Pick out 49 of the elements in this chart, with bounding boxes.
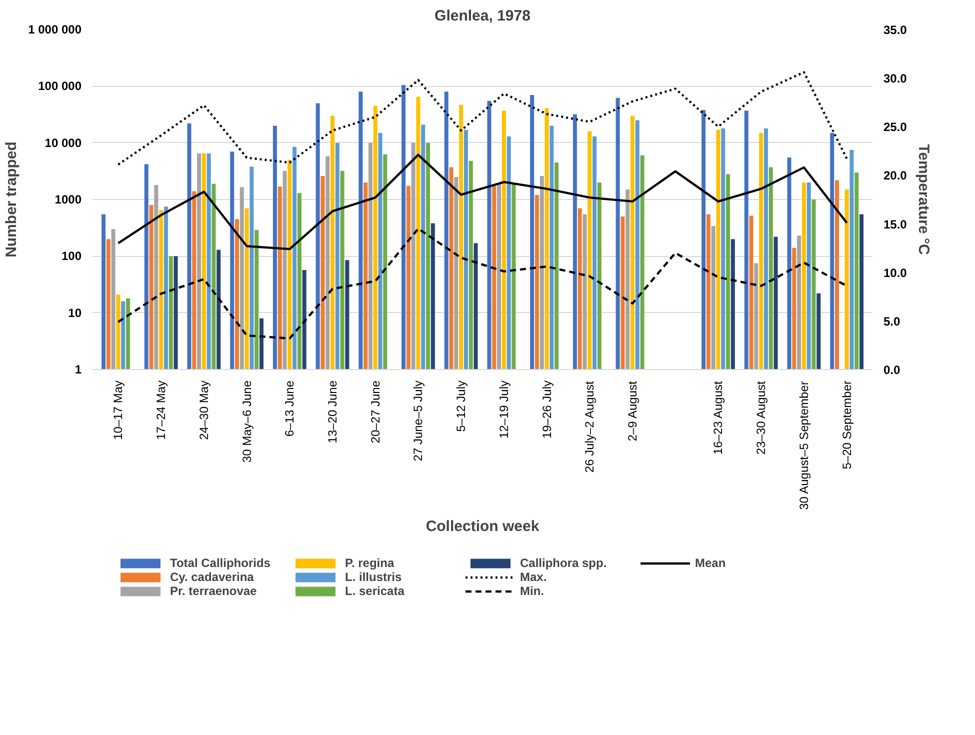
x-tick-label: 16–23 August [711, 380, 726, 455]
y2-tick-label: 25.0 [884, 120, 908, 134]
x-tick-label: 13–20 June [326, 380, 340, 444]
legend-label: Total Calliphorids [170, 556, 272, 570]
legend-label: Mean [695, 556, 727, 570]
legend-label: Calliphora spp. [520, 556, 608, 570]
x-tick-label: 26 July–2 August [582, 380, 597, 473]
y2-axis-title: Temperature °C [914, 144, 932, 256]
y2-tick-label: 15.0 [884, 217, 908, 232]
legend-label: Min. [520, 584, 545, 598]
x-tick-label: 6–13 June [282, 380, 297, 437]
x-tick-label: 10–17 May [111, 380, 126, 440]
x-tick-label: 12–19 July [496, 380, 511, 439]
x-tick-label: 5–12 July [454, 380, 468, 432]
line-series [117, 228, 848, 340]
y-tick-label: 10 000 [44, 136, 82, 150]
legend-label: Cy. cadaverina [170, 570, 255, 584]
x-tick-label: 19–26 July [540, 380, 554, 439]
y2-tick-label: 0.0 [884, 363, 901, 377]
x-tick-label: 20–27 June [368, 380, 382, 444]
x-tick-label: 2–9 August [626, 380, 640, 442]
y-tick-label: 10 [68, 306, 82, 320]
legend-label: P. regina [345, 556, 396, 570]
x-tick-label: 30 August–5 September [796, 381, 811, 510]
line-series [117, 154, 848, 250]
legend-label: Pr. terraenovae [170, 584, 258, 598]
y-axis-title: Number trapped [3, 142, 20, 258]
y-tick-label: 100 [61, 249, 82, 264]
chart-title: Glenlea, 1978 [434, 8, 530, 24]
y-tick-label: 100 000 [38, 79, 82, 94]
x-tick-label: 30 May–6 June [240, 380, 254, 463]
y-tick-label: 1000 [54, 192, 82, 206]
y2-tick-label: 10.0 [884, 266, 908, 280]
line-series [117, 71, 848, 166]
x-tick-label: 5–20 September [840, 380, 854, 470]
legend-label: L. illustris [345, 570, 403, 584]
x-tick-label: 24–30 May [196, 380, 211, 440]
y-tick-label: 1 000 000 [28, 22, 82, 36]
y-tick-label: 1 [74, 362, 82, 376]
x-tick-label: 27 June–5 July [411, 380, 426, 462]
x-tick-label: 23–30 August [754, 380, 768, 455]
y2-tick-label: 30.0 [884, 72, 908, 86]
x-axis-title: Collection week [426, 518, 540, 535]
legend-label: Max. [520, 570, 548, 584]
legend-label: L. sericata [345, 584, 406, 598]
y2-tick-label: 20.0 [884, 168, 908, 183]
y2-tick-label: 5.0 [884, 314, 901, 328]
x-tick-label: 17–24 May [154, 380, 168, 440]
y2-tick-label: 35.0 [884, 23, 908, 37]
